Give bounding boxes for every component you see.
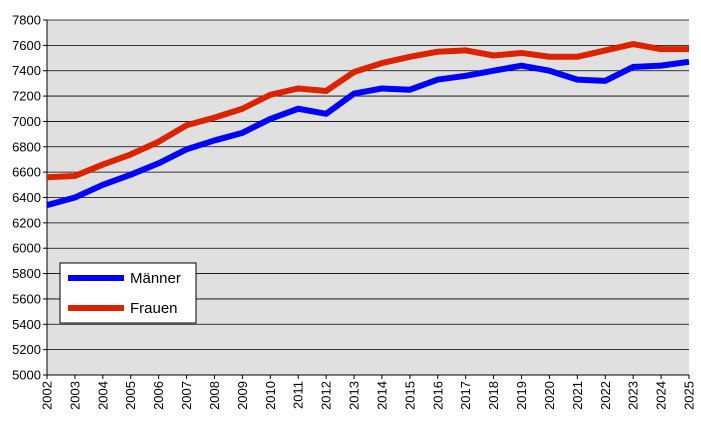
y-tick-label: 7200 — [12, 89, 41, 104]
x-tick-label: 2008 — [207, 381, 222, 410]
y-tick-label: 7600 — [12, 38, 41, 53]
legend-label: Frauen — [130, 300, 178, 317]
y-tick-label: 5800 — [12, 266, 41, 281]
y-tick-label: 5400 — [12, 317, 41, 332]
x-tick-label: 2020 — [542, 381, 557, 410]
x-tick-label: 2014 — [374, 381, 389, 410]
line — [46, 41, 689, 181]
x-tick-label: 2019 — [514, 381, 529, 410]
x-tick-label: 2021 — [570, 381, 585, 410]
y-tick-label: 5600 — [12, 291, 41, 306]
x-tick-label: 2024 — [654, 381, 669, 410]
x-tick-label: 2010 — [263, 381, 278, 410]
y-tick-label: 6200 — [12, 215, 41, 230]
legend-label: Männer — [130, 270, 181, 287]
x-tick-label: 2013 — [347, 381, 362, 410]
x-tick-label: 2009 — [235, 381, 250, 410]
y-tick-label: 6800 — [12, 139, 41, 154]
y-tick-label: 5200 — [12, 342, 41, 357]
x-tick-label: 2016 — [430, 381, 445, 410]
legend-box — [59, 262, 197, 324]
y-tick-label: 7800 — [12, 13, 41, 28]
x-tick-label: 2006 — [151, 381, 166, 410]
line — [46, 58, 690, 209]
x-tick-label: 2003 — [67, 381, 82, 410]
y-tick-label: 7400 — [12, 63, 41, 78]
x-tick-label: 2007 — [179, 381, 194, 410]
y-tick-label: 5000 — [12, 368, 41, 383]
x-tick-label: 2011 — [291, 381, 306, 409]
y-tick-label: 7000 — [12, 114, 41, 129]
x-tick-label: 2002 — [40, 381, 55, 410]
x-tick-label: 2004 — [95, 381, 110, 410]
x-tick-label: 2017 — [458, 381, 473, 410]
y-tick-label: 6000 — [12, 241, 41, 256]
x-tick-label: 2023 — [626, 381, 641, 410]
y-tick-label: 6600 — [12, 165, 41, 180]
x-tick-label: 2018 — [486, 381, 501, 410]
x-tick-label: 2012 — [319, 381, 334, 410]
x-tick-label: 2022 — [598, 381, 613, 410]
x-tick-label: 2025 — [682, 381, 697, 410]
x-tick-label: 2015 — [402, 381, 417, 410]
x-tick-label: 2005 — [123, 381, 138, 410]
y-tick-label: 6400 — [12, 190, 41, 205]
